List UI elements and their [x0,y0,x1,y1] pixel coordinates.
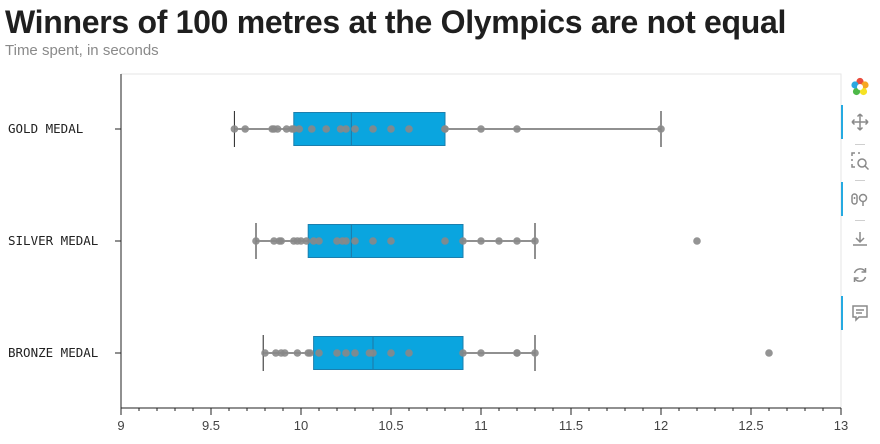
data-point [387,125,395,133]
data-point [477,349,485,357]
data-point [295,125,304,133]
chart-title: Winners of 100 metres at the Olympics ar… [5,4,787,40]
data-point [369,125,377,133]
data-point [441,237,449,245]
y-tick-label: SILVER MEDAL [8,233,98,248]
data-point [252,237,260,245]
data-point [513,237,521,245]
pan-icon [851,113,869,131]
data-point [282,125,291,133]
save-tool[interactable] [843,222,877,256]
data-point [405,125,413,133]
save-icon [853,232,867,246]
data-point [387,237,395,245]
data-point [513,125,521,133]
data-point [369,349,377,357]
data-point [351,125,359,133]
data-point [531,237,539,245]
data-point [290,125,298,133]
hover-tool[interactable] [841,296,877,330]
data-point [306,349,314,357]
data-point [477,237,485,245]
y-tick-label: GOLD MEDAL [8,121,83,136]
data-point [322,125,331,133]
data-point [261,349,269,357]
data-point [531,349,539,357]
box-zoom-tool[interactable] [843,144,877,178]
data-point [441,125,449,133]
pan-tool[interactable] [841,105,877,139]
iqr-box [307,224,464,258]
x-tick-label: 9.5 [202,418,220,433]
data-point [333,349,341,357]
data-point [308,125,316,133]
x-tick-label: 10.5 [378,418,403,433]
data-point [495,237,503,245]
x-tick-label: 11 [474,418,488,433]
data-point [513,349,521,357]
data-point [405,349,413,357]
data-point [230,125,239,133]
data-point [351,349,359,357]
x-tick-label: 9 [117,418,124,433]
data-point [369,237,377,245]
wheel-zoom-icon [851,193,868,206]
data-point [342,125,350,133]
data-point [277,237,286,245]
data-point [336,125,345,133]
x-tick-label: 13 [834,418,848,433]
reset-tool[interactable] [843,258,877,292]
x-tick-label: 12 [654,418,668,433]
x-tick-label: 11.5 [559,418,583,433]
data-point [273,125,282,133]
data-point [297,237,305,245]
data-point [351,237,359,245]
data-point [270,237,278,245]
data-point [293,349,302,357]
chart-subtitle: Time spent, in seconds [5,42,159,59]
data-point [342,349,350,357]
data-point [241,125,249,133]
data-point [459,349,467,357]
data-point [302,237,311,245]
data-point [315,237,323,245]
data-point [387,349,395,357]
data-point [765,349,773,357]
bokeh-logo[interactable] [843,70,877,104]
logo-icon [851,77,869,96]
data-point [281,349,289,357]
reset-icon [853,268,867,282]
data-point [342,237,350,245]
data-point [333,237,341,245]
data-point [459,237,467,245]
hover-icon [852,305,868,322]
x-tick-label: 10 [294,418,308,433]
box-zoom-icon [851,152,870,171]
data-point [477,125,485,133]
data-point [693,237,701,245]
data-point [272,349,280,357]
data-point [657,125,665,133]
plot-toolbar [840,70,880,330]
data-point [309,237,318,245]
x-tick-label: 12.5 [738,418,763,433]
y-tick-label: BRONZE MEDAL [8,345,98,360]
data-point [315,349,323,357]
wheel-zoom-tool[interactable] [841,182,877,216]
